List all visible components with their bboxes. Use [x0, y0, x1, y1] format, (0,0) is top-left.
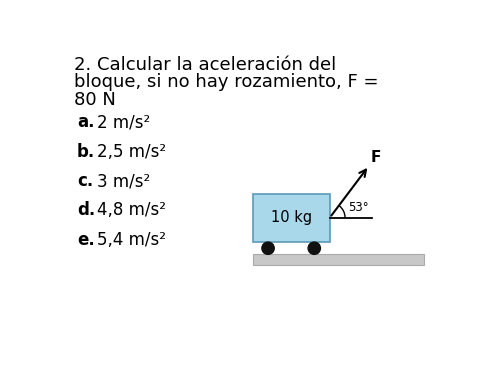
- Bar: [253, 194, 330, 242]
- Circle shape: [308, 242, 320, 255]
- Text: d.: d.: [77, 201, 95, 219]
- Text: a.: a.: [77, 114, 94, 131]
- Text: 5,4 m/s²: 5,4 m/s²: [97, 231, 166, 248]
- Text: 3 m/s²: 3 m/s²: [97, 172, 151, 190]
- Text: bloque, si no hay rozamiento, F =: bloque, si no hay rozamiento, F =: [74, 74, 378, 91]
- Text: 10 kg: 10 kg: [271, 210, 312, 225]
- Text: 2 m/s²: 2 m/s²: [97, 114, 151, 131]
- Text: 2. Calcular la aceleración del: 2. Calcular la aceleración del: [74, 56, 336, 74]
- Bar: [253, 255, 424, 265]
- Text: b.: b.: [77, 143, 95, 161]
- Text: 53°: 53°: [348, 201, 369, 214]
- Text: F: F: [371, 150, 381, 165]
- Circle shape: [262, 242, 274, 255]
- Text: 2,5 m/s²: 2,5 m/s²: [97, 143, 166, 161]
- Text: c.: c.: [77, 172, 93, 190]
- Text: e.: e.: [77, 231, 95, 248]
- Text: 80 N: 80 N: [74, 91, 116, 109]
- Text: 4,8 m/s²: 4,8 m/s²: [97, 201, 166, 219]
